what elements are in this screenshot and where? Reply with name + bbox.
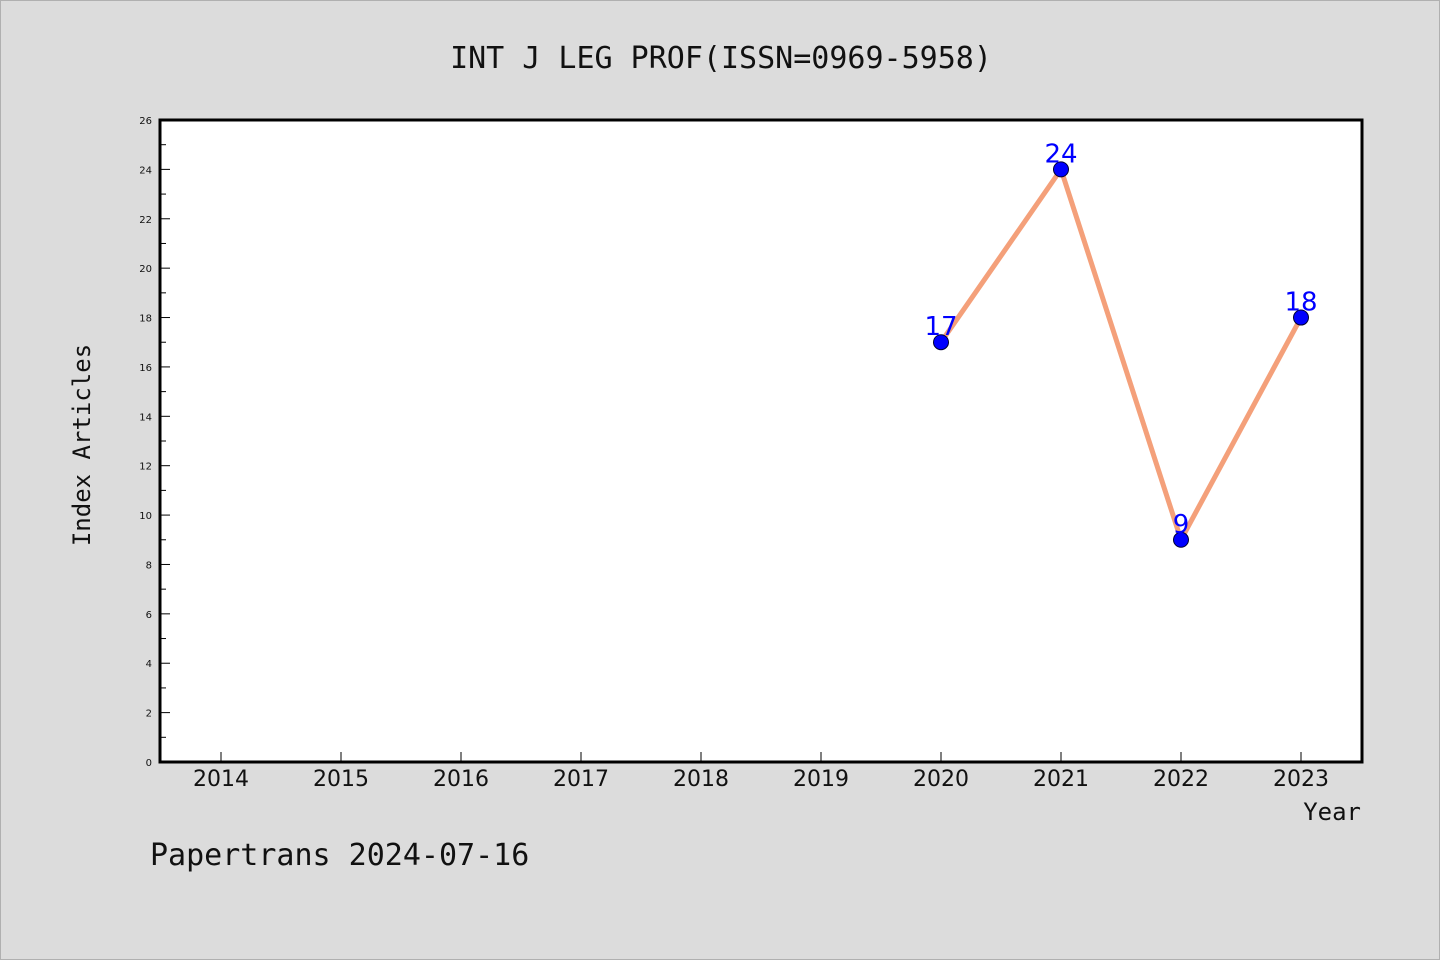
data-label: 17 — [924, 312, 957, 342]
y-tick-label: 14 — [139, 412, 152, 423]
plot-area — [158, 118, 1364, 764]
y-tick-label: 4 — [146, 659, 152, 670]
data-label: 24 — [1044, 139, 1077, 169]
y-tick-label: 8 — [146, 560, 152, 571]
y-tick-label: 12 — [139, 462, 152, 473]
x-tick-label: 2014 — [193, 767, 249, 792]
series-line — [938, 166, 1304, 543]
y-tick-label: 24 — [139, 165, 152, 176]
series-layer: 17 24 9 18 — [924, 139, 1318, 548]
x-tick-label: 2019 — [793, 767, 849, 792]
x-tick-label: 2018 — [673, 767, 729, 792]
y-tick-label: 2 — [146, 709, 152, 720]
y-tick-label: 16 — [139, 363, 152, 374]
footer-credit: Papertrans 2024-07-16 — [150, 838, 529, 873]
y-tick-label: 20 — [139, 264, 152, 275]
data-point — [1173, 531, 1189, 548]
y-tick-label: 22 — [139, 215, 152, 226]
x-tick-label: 2017 — [553, 767, 609, 792]
x-tick-label: 2020 — [913, 767, 969, 792]
data-label: 18 — [1284, 288, 1317, 318]
y-tick-label: 6 — [146, 610, 152, 621]
y-tick-label: 10 — [139, 511, 152, 522]
x-tick-label: 2022 — [1153, 767, 1209, 792]
y-tick-label: 0 — [146, 758, 152, 769]
y-axis-label: Index Articles — [68, 344, 96, 546]
x-axis-label: Year — [1303, 798, 1361, 826]
chart-title: INT J LEG PROF(ISSN=0969-5958) — [450, 41, 992, 76]
data-label: 9 — [1173, 510, 1190, 540]
data-point — [1293, 309, 1309, 326]
y-tick-label: 26 — [139, 116, 152, 127]
x-tick-label: 2015 — [313, 767, 369, 792]
y-tick-label: 18 — [139, 314, 152, 325]
x-axis-ticks: 2014 2015 2016 2017 2018 2019 2020 2021 2022 2023 — [193, 752, 1329, 792]
x-tick-label: 2021 — [1033, 767, 1089, 792]
x-tick-label: 2016 — [433, 767, 489, 792]
x-tick-label: 2023 — [1273, 767, 1329, 792]
data-point — [1053, 161, 1069, 178]
data-point — [933, 334, 949, 351]
